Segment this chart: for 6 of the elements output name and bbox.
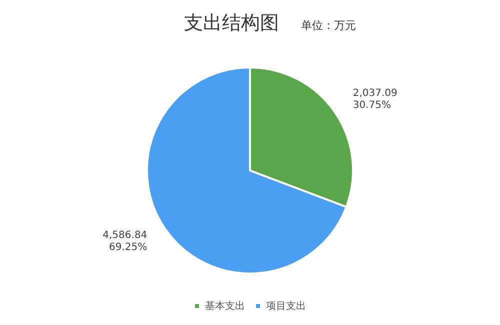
chart-subtitle: 单位：万元	[301, 18, 356, 33]
data-label: 2,037.09 30.75%	[352, 88, 398, 112]
chart-title: 支出结构图	[184, 11, 279, 36]
legend-label: 基本支出	[205, 300, 245, 312]
legend-label: 项目支出	[266, 300, 306, 312]
data-label: 4,586.84 69.25%	[102, 230, 148, 254]
